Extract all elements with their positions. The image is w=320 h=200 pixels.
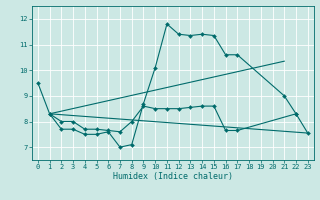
X-axis label: Humidex (Indice chaleur): Humidex (Indice chaleur) bbox=[113, 172, 233, 181]
